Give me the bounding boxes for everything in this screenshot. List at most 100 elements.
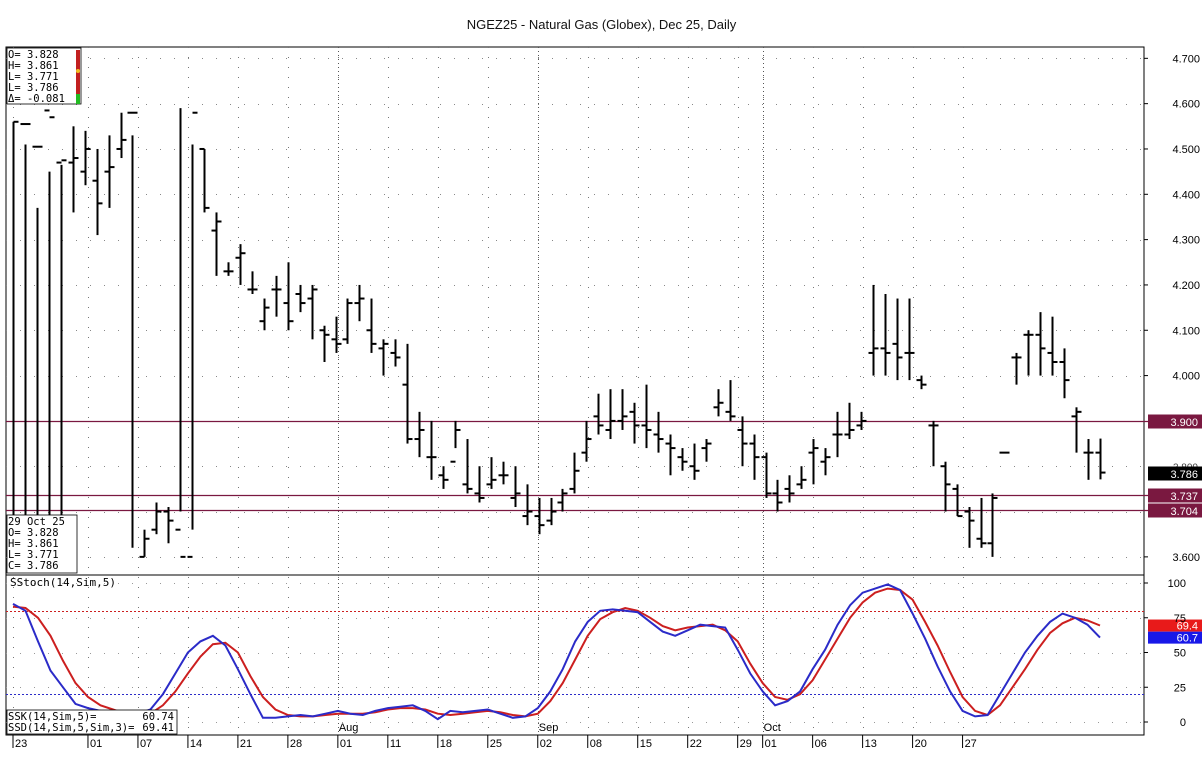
ohlc-bar [32, 145, 43, 539]
last-price-box [1148, 466, 1202, 481]
level-label: 3.704 [1170, 506, 1198, 518]
ohlc-bar [987, 493, 998, 557]
ohlc-bar [307, 284, 318, 340]
ohlc-bar [940, 461, 951, 512]
ohlc-bar [342, 298, 353, 344]
ohlc-bar [976, 497, 987, 548]
price-tick-label: 4.600 [1172, 99, 1200, 111]
date-label: 01 [765, 738, 777, 750]
ohlc-bar [259, 298, 270, 331]
date-label: 23 [15, 738, 27, 750]
ohlc-bar [928, 420, 939, 467]
ohlc-bar [68, 126, 79, 213]
ohlc-bar [8, 120, 19, 553]
ohlc-bar [247, 271, 258, 295]
ohlc-bar [593, 393, 604, 435]
ohlc-bar [868, 284, 879, 376]
info-box [6, 514, 78, 574]
date-label: 27 [965, 738, 977, 750]
ohlc-bar [390, 339, 401, 367]
ssd-readout-label: SSD(14,Sim,5,Sim,3)= [8, 722, 134, 734]
level-label-box [1148, 503, 1202, 518]
ohlc-bar [295, 284, 306, 313]
ohlc-bar [569, 452, 580, 494]
ohlc-bar [414, 411, 425, 458]
ohlc-bar [701, 439, 712, 462]
ohlc-bar [235, 244, 246, 285]
ohlc-bar [725, 380, 736, 421]
price-tick-label: 4.200 [1172, 280, 1200, 292]
ssk-line [12, 583, 1101, 721]
quote-line: Δ= -0.081 [8, 93, 65, 105]
ohlc-bar [522, 484, 533, 526]
date-label: 07 [140, 738, 152, 750]
ohlc-bar [402, 343, 413, 444]
ohlc-bar [534, 497, 545, 535]
ssk-readout-value: 60.74 [142, 711, 174, 723]
month-label: Aug [339, 722, 359, 734]
date-label: 25 [490, 738, 502, 750]
ohlc-bar [56, 159, 67, 535]
ohlc-bar [1011, 352, 1022, 385]
ohlc-bar [677, 448, 688, 471]
ohlc-bar [331, 316, 342, 353]
price-tick-label: 4.100 [1172, 325, 1200, 337]
ohlc-bar [892, 298, 903, 381]
ohlc-bar [772, 479, 783, 512]
price-tick-label: 4.500 [1172, 144, 1200, 156]
ohlc-bar [689, 443, 700, 480]
ohlc-bar [283, 262, 294, 331]
stoch-tick-label: 75 [1174, 613, 1186, 625]
ohlc-bar [916, 375, 927, 390]
date-label: 22 [690, 738, 702, 750]
ohlc-bar [617, 389, 628, 430]
ohlc-bar [104, 135, 115, 208]
ohlc-bar [557, 488, 568, 512]
ohlc-bar [474, 466, 485, 503]
stoch-readout-box [6, 709, 178, 735]
ohlc-bar [1047, 316, 1058, 376]
ohlc-bar [378, 339, 389, 376]
stoch-tick-label: 50 [1174, 648, 1186, 660]
ohlc-bar [426, 420, 437, 480]
grid [6, 47, 1144, 735]
ohlc-bar [713, 389, 724, 417]
ohlc-bar [486, 457, 497, 489]
ohlc-bar [187, 111, 198, 558]
date-label: 15 [640, 738, 652, 750]
ssk-readout-label: SSK(14,Sim,5)= [8, 711, 97, 723]
date-label: 01 [340, 738, 352, 750]
ohlc-bar [546, 497, 557, 526]
ohlc-bar [832, 411, 843, 458]
price-tick-label: 3.600 [1172, 552, 1200, 564]
date-label: 14 [190, 738, 202, 750]
ohlc-bar [784, 475, 795, 503]
date-label: 02 [540, 738, 552, 750]
ohlc-bar [92, 148, 103, 236]
level-label: 3.737 [1170, 491, 1198, 503]
date-label: 29 [740, 738, 752, 750]
date-label: 01 [90, 738, 102, 750]
ohlc-bar [20, 123, 31, 552]
date-label: 28 [290, 738, 302, 750]
ohlc-bar [1059, 348, 1070, 399]
stoch-tick-label: 25 [1174, 682, 1186, 694]
ohlc-bar [163, 507, 174, 544]
quote-line: L= 3.771 [8, 71, 59, 83]
ohlc-bar [904, 298, 915, 381]
ohlc-bar [880, 294, 891, 376]
last-price-label: 3.786 [1170, 469, 1198, 481]
stoch-tick-label: 0 [1180, 717, 1186, 729]
ohlc-bar [44, 109, 55, 557]
stoch-tick-label: 100 [1168, 578, 1186, 590]
month-label: Oct [764, 722, 781, 734]
ohlc-bar [462, 439, 473, 494]
quote-bar-green [76, 94, 80, 104]
ohlc-bar [271, 275, 282, 317]
ohlc-bar [581, 420, 592, 462]
date-axis: 23 01 07 14 21 28 01 Aug 11 18 25 02 Sep 08 15 22 29 01 Oc… [12, 722, 977, 750]
quote-line: H= 3.861 [8, 60, 59, 72]
